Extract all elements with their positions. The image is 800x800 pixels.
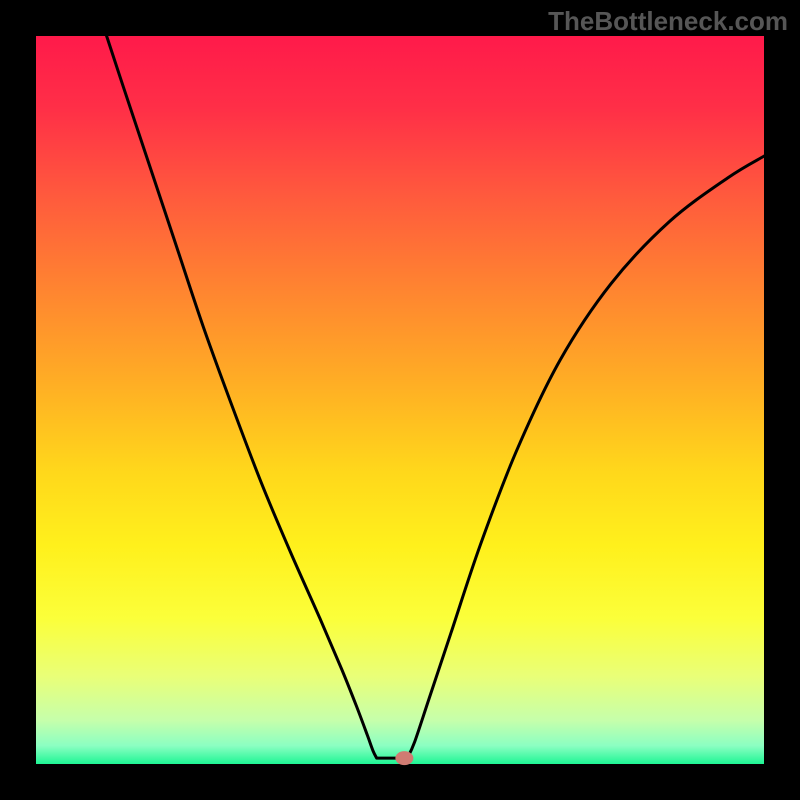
plot-area xyxy=(36,36,764,764)
bottleneck-curve xyxy=(36,36,764,764)
chart-canvas: TheBottleneck.com xyxy=(0,0,800,800)
watermark-text: TheBottleneck.com xyxy=(548,6,788,37)
optimum-marker xyxy=(395,751,413,765)
curve-path xyxy=(107,36,764,758)
